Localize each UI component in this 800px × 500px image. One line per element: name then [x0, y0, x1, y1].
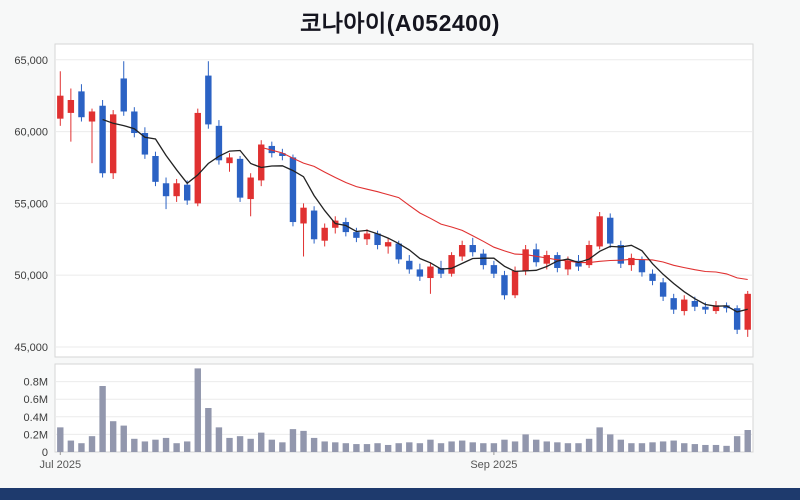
svg-text:65,000: 65,000: [14, 55, 48, 67]
svg-text:55,000: 55,000: [14, 198, 48, 210]
svg-text:50,000: 50,000: [14, 270, 48, 282]
svg-text:Sep 2025: Sep 2025: [470, 459, 517, 471]
footer-bar: [0, 488, 800, 500]
svg-text:0.4M: 0.4M: [24, 412, 48, 424]
candlestick-volume-chart-canvas: 45,000 50,000 55,000 60,000 65,000 0 0.2M 0.4M 0…: [14, 43, 754, 471]
svg-text:45,000: 45,000: [14, 342, 48, 354]
svg-text:0: 0: [42, 447, 48, 459]
svg-text:Jul 2025: Jul 2025: [39, 459, 81, 471]
svg-text:0.2M: 0.2M: [24, 429, 48, 441]
svg-text:60,000: 60,000: [14, 127, 48, 139]
svg-text:0.6M: 0.6M: [24, 394, 48, 406]
page-title: 코나아이(A052400): [300, 10, 500, 36]
svg-text:0.8M: 0.8M: [24, 377, 48, 389]
